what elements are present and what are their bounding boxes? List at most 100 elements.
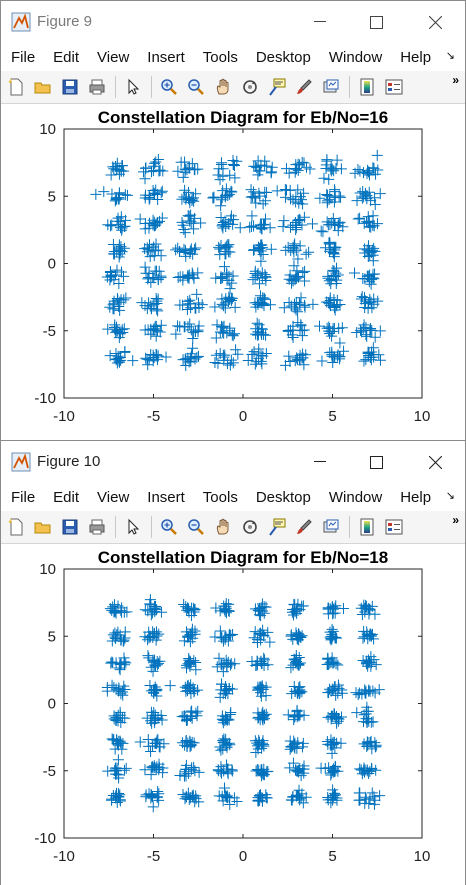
legend-icon[interactable] (383, 76, 405, 98)
data-point-marker (140, 352, 152, 364)
data-point-marker (178, 224, 190, 236)
data-point-marker (247, 244, 259, 256)
zoom-in-icon[interactable] (158, 76, 180, 98)
menu-file[interactable]: File (11, 48, 36, 66)
close-button[interactable] (422, 9, 448, 35)
data-point-marker (186, 158, 198, 170)
new-figure-icon[interactable] (5, 516, 27, 538)
colorbar-icon[interactable] (356, 516, 378, 538)
menu-tools[interactable]: Tools (202, 48, 238, 66)
data-point-marker (362, 346, 374, 358)
data-point-marker (145, 685, 157, 697)
data-cursor-icon[interactable] (266, 76, 288, 98)
new-figure-icon[interactable] (5, 76, 27, 98)
minimize-button[interactable] (307, 9, 333, 35)
data-point-marker (349, 167, 361, 179)
data-point-marker (134, 736, 146, 748)
maximize-button[interactable] (363, 9, 389, 35)
data-point-marker (323, 275, 335, 287)
data-point-marker (219, 631, 231, 643)
pointer-icon[interactable] (122, 76, 144, 98)
menubar-overflow-icon[interactable]: ↘ (445, 50, 455, 62)
data-point-marker (360, 655, 372, 667)
y-tick-label: -5 (43, 323, 56, 340)
menu-window[interactable]: Window (328, 488, 383, 506)
data-point-marker (180, 601, 192, 613)
print-icon[interactable] (86, 76, 108, 98)
data-point-marker (226, 764, 238, 776)
zoom-out-icon[interactable] (185, 516, 207, 538)
data-point-marker (224, 359, 236, 371)
data-point-marker (288, 260, 300, 272)
data-point-marker (212, 764, 224, 776)
minimize-button[interactable] (307, 449, 333, 475)
open-file-icon[interactable] (32, 516, 54, 538)
data-point-marker (214, 174, 226, 186)
legend-icon[interactable] (383, 516, 405, 538)
pan-icon[interactable] (212, 516, 234, 538)
zoom-out-icon[interactable] (185, 76, 207, 98)
menu-window[interactable]: Window (328, 48, 383, 66)
pan-icon[interactable] (212, 76, 234, 98)
data-point-marker (252, 169, 264, 181)
menu-help[interactable]: Help (400, 48, 432, 66)
menu-insert[interactable]: Insert (147, 48, 185, 66)
data-point-marker (213, 652, 225, 664)
close-button[interactable] (422, 449, 448, 475)
data-point-marker (189, 212, 201, 224)
zoom-in-icon[interactable] (158, 516, 180, 538)
data-point-marker (186, 267, 198, 279)
figure-canvas[interactable]: Constellation Diagram for Eb/No=18 -10 -5 0… (1, 544, 465, 885)
brush-icon[interactable] (293, 516, 315, 538)
menu-edit[interactable]: Edit (53, 48, 80, 66)
menu-tools[interactable]: Tools (202, 488, 238, 506)
data-point-marker (215, 658, 227, 670)
data-point-marker (176, 216, 188, 228)
data-point-marker (109, 627, 121, 639)
toolbar-separator (151, 76, 152, 98)
data-point-marker (257, 198, 269, 210)
menu-view[interactable]: View (97, 48, 130, 66)
menu-help[interactable]: Help (400, 488, 432, 506)
toolbar-overflow-icon[interactable]: » (452, 73, 459, 87)
rotate-icon[interactable] (239, 516, 261, 538)
data-point-marker (146, 607, 158, 619)
data-point-marker (112, 754, 124, 766)
data-point-marker (314, 192, 326, 204)
data-point-marker (139, 300, 151, 312)
link-plot-icon[interactable] (320, 76, 342, 98)
title-bar[interactable]: Figure 10 (1, 441, 465, 483)
data-point-marker (325, 278, 337, 290)
brush-icon[interactable] (293, 76, 315, 98)
menu-file[interactable]: File (11, 488, 36, 506)
link-plot-icon[interactable] (320, 516, 342, 538)
data-cursor-icon[interactable] (266, 516, 288, 538)
toolbar-separator (349, 76, 350, 98)
data-point-marker (249, 192, 261, 204)
data-point-marker (116, 743, 128, 755)
pointer-icon[interactable] (122, 516, 144, 538)
menu-desktop[interactable]: Desktop (255, 488, 311, 506)
toolbar-overflow-icon[interactable]: » (452, 513, 459, 527)
save-icon[interactable] (59, 76, 81, 98)
figure-canvas[interactable]: Constellation Diagram for Eb/No=16 -10 -5 0… (1, 104, 465, 440)
menu-desktop[interactable]: Desktop (255, 48, 311, 66)
title-bar[interactable]: Figure 9 (1, 1, 465, 43)
data-point-marker (363, 684, 375, 696)
menu-view[interactable]: View (97, 488, 130, 506)
menu-insert[interactable]: Insert (147, 488, 185, 506)
open-file-icon[interactable] (32, 76, 54, 98)
save-icon[interactable] (59, 516, 81, 538)
print-icon[interactable] (86, 516, 108, 538)
rotate-icon[interactable] (239, 76, 261, 98)
colorbar-icon[interactable] (356, 76, 378, 98)
menubar-overflow-icon[interactable]: ↘ (445, 490, 455, 502)
data-point-marker (299, 299, 311, 311)
data-point-marker (180, 360, 192, 372)
data-point-marker (219, 242, 231, 254)
menu-edit[interactable]: Edit (53, 488, 80, 506)
maximize-button[interactable] (363, 449, 389, 475)
matlab-figure-icon (11, 452, 31, 472)
y-tick-label: -10 (34, 830, 56, 847)
x-tick-label: 10 (414, 848, 431, 865)
